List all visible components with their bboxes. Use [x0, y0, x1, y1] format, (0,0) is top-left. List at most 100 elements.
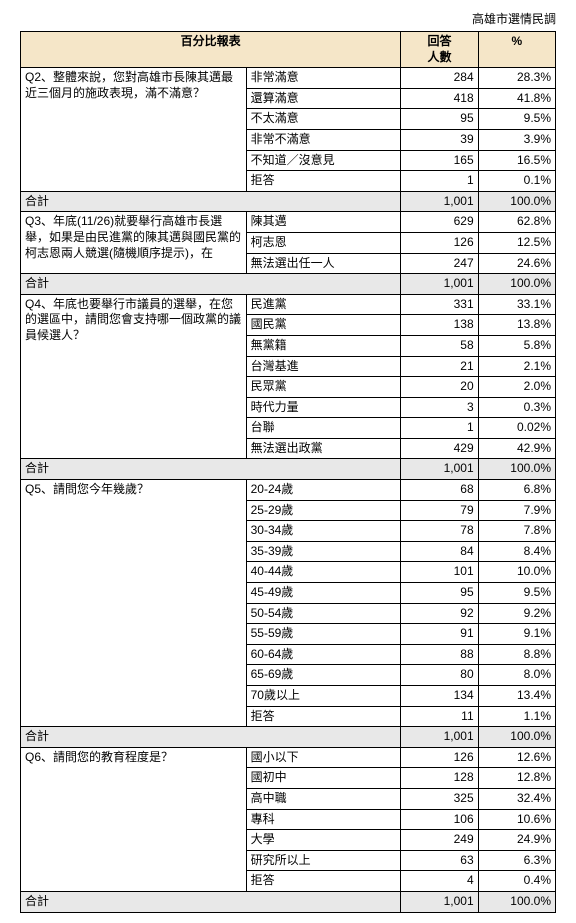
- count-cell: 249: [401, 830, 478, 851]
- option-cell: 國小以下: [246, 747, 401, 768]
- pct-cell: 9.2%: [478, 603, 555, 624]
- option-cell: 台灣基進: [246, 356, 401, 377]
- total-count: 1,001: [401, 891, 478, 912]
- total-count: 1,001: [401, 191, 478, 212]
- count-cell: 95: [401, 583, 478, 604]
- pct-cell: 3.9%: [478, 129, 555, 150]
- option-cell: 拒答: [246, 706, 401, 727]
- pct-cell: 9.5%: [478, 109, 555, 130]
- option-cell: 20-24歲: [246, 480, 401, 501]
- count-cell: 4: [401, 871, 478, 892]
- pct-cell: 7.8%: [478, 521, 555, 542]
- option-cell: 專科: [246, 809, 401, 830]
- pct-cell: 41.8%: [478, 88, 555, 109]
- question-cell: Q2、整體來說，您對高雄市長陳其邁最近三個月的施政表現，滿不滿意？: [21, 68, 247, 192]
- option-cell: 不太滿意: [246, 109, 401, 130]
- total-label: 合計: [21, 727, 401, 748]
- count-cell: 101: [401, 562, 478, 583]
- pct-cell: 13.4%: [478, 686, 555, 707]
- total-pct: 100.0%: [478, 459, 555, 480]
- pct-cell: 10.6%: [478, 809, 555, 830]
- pct-cell: 42.9%: [478, 438, 555, 459]
- pct-cell: 24.6%: [478, 253, 555, 274]
- count-cell: 58: [401, 335, 478, 356]
- count-cell: 39: [401, 129, 478, 150]
- total-label: 合計: [21, 274, 401, 295]
- option-cell: 拒答: [246, 871, 401, 892]
- option-cell: 拒答: [246, 171, 401, 192]
- table-row: Q4、年底也要舉行市議員的選舉，在您的選區中，請問您會支持哪一個政黨的議員候選人…: [21, 294, 556, 315]
- option-cell: 30-34歲: [246, 521, 401, 542]
- count-cell: 284: [401, 68, 478, 89]
- count-cell: 325: [401, 788, 478, 809]
- option-cell: 高中職: [246, 788, 401, 809]
- pct-cell: 12.6%: [478, 747, 555, 768]
- option-cell: 國民黨: [246, 315, 401, 336]
- count-cell: 88: [401, 644, 478, 665]
- header-count: 回答 人數: [401, 32, 478, 68]
- count-cell: 138: [401, 315, 478, 336]
- option-cell: 柯志恩: [246, 232, 401, 253]
- document-title: 高雄市選情民調: [20, 10, 556, 27]
- pct-cell: 0.02%: [478, 418, 555, 439]
- option-cell: 無法選出任一人: [246, 253, 401, 274]
- total-pct: 100.0%: [478, 274, 555, 295]
- pct-cell: 6.3%: [478, 850, 555, 871]
- pct-cell: 7.9%: [478, 500, 555, 521]
- total-label: 合計: [21, 191, 401, 212]
- option-cell: 45-49歲: [246, 583, 401, 604]
- count-cell: 429: [401, 438, 478, 459]
- option-cell: 40-44歲: [246, 562, 401, 583]
- total-count: 1,001: [401, 727, 478, 748]
- pct-cell: 1.1%: [478, 706, 555, 727]
- pct-cell: 9.1%: [478, 624, 555, 645]
- count-cell: 91: [401, 624, 478, 645]
- pct-cell: 28.3%: [478, 68, 555, 89]
- count-cell: 95: [401, 109, 478, 130]
- option-cell: 25-29歲: [246, 500, 401, 521]
- total-row: 合計1,001100.0%: [21, 274, 556, 295]
- total-count: 1,001: [401, 274, 478, 295]
- total-row: 合計1,001100.0%: [21, 191, 556, 212]
- option-cell: 還算滿意: [246, 88, 401, 109]
- total-row: 合計1,001100.0%: [21, 459, 556, 480]
- count-cell: 78: [401, 521, 478, 542]
- count-cell: 92: [401, 603, 478, 624]
- count-cell: 68: [401, 480, 478, 501]
- pct-cell: 8.8%: [478, 644, 555, 665]
- count-cell: 331: [401, 294, 478, 315]
- question-cell: Q3、年底(11/26)就要舉行高雄市長選舉，如果是由民進黨的陳其邁與國民黨的柯…: [21, 212, 247, 274]
- total-label: 合計: [21, 459, 401, 480]
- option-cell: 60-64歲: [246, 644, 401, 665]
- option-cell: 時代力量: [246, 397, 401, 418]
- pct-cell: 6.8%: [478, 480, 555, 501]
- count-cell: 3: [401, 397, 478, 418]
- pct-cell: 32.4%: [478, 788, 555, 809]
- option-cell: 大學: [246, 830, 401, 851]
- count-cell: 20: [401, 377, 478, 398]
- header-main: 百分比報表: [21, 32, 401, 68]
- count-cell: 80: [401, 665, 478, 686]
- pct-cell: 13.8%: [478, 315, 555, 336]
- count-cell: 84: [401, 541, 478, 562]
- count-cell: 63: [401, 850, 478, 871]
- option-cell: 55-59歲: [246, 624, 401, 645]
- option-cell: 研究所以上: [246, 850, 401, 871]
- header-pct: %: [478, 32, 555, 68]
- table-row: Q6、請問您的教育程度是？國小以下12612.6%: [21, 747, 556, 768]
- count-cell: 1: [401, 418, 478, 439]
- total-pct: 100.0%: [478, 191, 555, 212]
- pct-cell: 0.1%: [478, 171, 555, 192]
- pct-cell: 12.5%: [478, 232, 555, 253]
- count-cell: 134: [401, 686, 478, 707]
- option-cell: 不知道／沒意見: [246, 150, 401, 171]
- pct-cell: 16.5%: [478, 150, 555, 171]
- count-cell: 418: [401, 88, 478, 109]
- total-count: 1,001: [401, 459, 478, 480]
- table-row: Q5、請問您今年幾歲？20-24歲686.8%: [21, 480, 556, 501]
- total-row: 合計1,001100.0%: [21, 727, 556, 748]
- option-cell: 國初中: [246, 768, 401, 789]
- option-cell: 民進黨: [246, 294, 401, 315]
- option-cell: 無黨籍: [246, 335, 401, 356]
- table-header-row: 百分比報表 回答 人數 %: [21, 32, 556, 68]
